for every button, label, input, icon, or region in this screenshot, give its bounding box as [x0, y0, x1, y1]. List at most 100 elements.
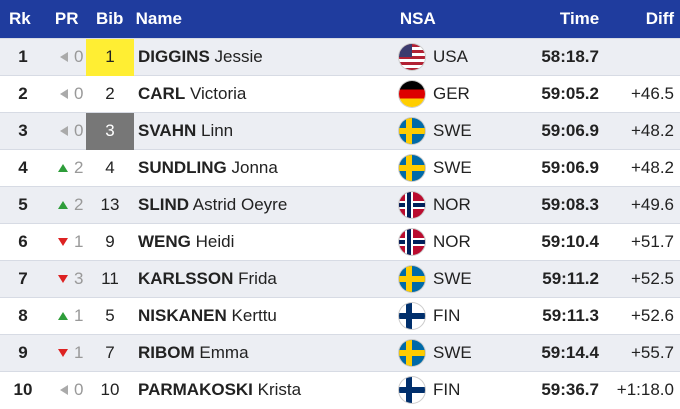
rank-cell: 10 — [13, 380, 33, 399]
finland-flag-icon — [399, 303, 425, 329]
athlete-surname: CARL — [138, 84, 186, 103]
header-diff[interactable]: Diff — [645, 9, 675, 28]
diff-cell: +52.5 — [630, 269, 674, 288]
table-row[interactable]: 3 0 3 SVAHN Linn SWE 59:06.9 +48.2 — [0, 112, 680, 150]
header-name[interactable]: Name — [135, 9, 182, 28]
athlete-name[interactable]: SUNDLING Jonna — [134, 158, 399, 178]
nsa-code: FIN — [433, 380, 461, 399]
athlete-surname: RIBOM — [138, 343, 195, 362]
position-change-cell: 0 — [46, 380, 86, 400]
arrow-left-icon — [60, 385, 68, 395]
time-cell: 59:11.2 — [542, 269, 599, 288]
rank-cell: 3 — [18, 121, 28, 140]
finland-flag-icon — [399, 377, 425, 403]
table-row[interactable]: 6 1 9 WENG Heidi NOR 59:10.4 +51.7 — [0, 223, 680, 260]
header-rank[interactable]: Rk — [9, 9, 31, 28]
arrow-down-icon — [58, 349, 68, 357]
time-cell: 58:18.7 — [541, 47, 599, 66]
header-bib[interactable]: Bib — [96, 9, 124, 28]
athlete-name[interactable]: NISKANEN Kerttu — [134, 306, 399, 326]
arrow-up-icon — [58, 312, 68, 320]
athlete-surname: NISKANEN — [138, 306, 227, 325]
bib-cell: 13 — [86, 187, 134, 223]
position-change-cell: 0 — [46, 84, 86, 104]
nsa-code: NOR — [433, 195, 471, 214]
bib-cell: 9 — [86, 224, 134, 260]
bib-number: 2 — [105, 84, 115, 103]
nsa-code: FIN — [433, 306, 461, 325]
table-row[interactable]: 10 0 10 PARMAKOSKI Krista FIN 59:36.7 +1:18.0 — [0, 371, 680, 408]
athlete-given-name: Victoria — [189, 84, 247, 103]
nsa-code: GER — [433, 84, 470, 103]
nsa-code: SWE — [433, 121, 472, 140]
header-time[interactable]: Time — [559, 9, 600, 28]
rank-cell: 5 — [18, 195, 28, 214]
position-change-cell: 0 — [46, 47, 86, 67]
athlete-given-name: Krista — [257, 380, 302, 399]
header-pr[interactable]: PR — [54, 9, 79, 28]
arrow-left-icon — [60, 52, 68, 62]
athlete-given-name: Frida — [238, 269, 277, 288]
position-change-cell: 2 — [46, 195, 86, 215]
table-header: Rk PR Bib Name NSA Time Diff — [0, 0, 680, 38]
diff-cell: +52.6 — [630, 306, 674, 325]
athlete-name[interactable]: RIBOM Emma — [134, 343, 399, 363]
athlete-name[interactable]: WENG Heidi — [134, 232, 399, 252]
athlete-name[interactable]: PARMAKOSKI Krista — [134, 380, 399, 400]
bib-cell: 1 — [86, 38, 134, 76]
athlete-given-name: Kerttu — [231, 306, 277, 325]
header-nsa[interactable]: NSA — [399, 9, 436, 28]
time-cell: 59:10.4 — [541, 232, 599, 251]
athlete-name[interactable]: KARLSSON Frida — [134, 269, 399, 289]
position-change-value: 0 — [74, 380, 84, 399]
nsa-code: USA — [433, 47, 468, 66]
arrow-up-icon — [58, 164, 68, 172]
time-cell: 59:06.9 — [541, 158, 599, 177]
nsa-cell: FIN — [399, 377, 517, 403]
bib-number: 1 — [86, 38, 134, 76]
athlete-surname: WENG — [138, 232, 191, 251]
bib-cell: 11 — [86, 261, 134, 297]
nsa-cell: NOR — [399, 229, 517, 255]
table-row[interactable]: 9 1 7 RIBOM Emma SWE 59:14.4 +55.7 — [0, 334, 680, 371]
position-change-cell: 0 — [46, 121, 86, 141]
athlete-name[interactable]: DIGGINS Jessie — [134, 47, 399, 67]
time-cell: 59:36.7 — [541, 380, 599, 399]
table-row[interactable]: 2 0 2 CARL Victoria GER 59:05.2 +46.5 — [0, 75, 680, 112]
arrow-down-icon — [58, 238, 68, 246]
position-change-cell: 1 — [46, 343, 86, 363]
position-change-cell: 3 — [46, 269, 86, 289]
time-cell: 59:11.3 — [542, 306, 599, 325]
athlete-name[interactable]: CARL Victoria — [134, 84, 399, 104]
athlete-given-name: Linn — [200, 121, 234, 140]
position-change-value: 3 — [74, 269, 84, 288]
bib-number: 10 — [100, 380, 120, 399]
athlete-name[interactable]: SVAHN Linn — [134, 121, 399, 141]
diff-cell: +55.7 — [630, 343, 674, 362]
diff-cell: +48.2 — [630, 158, 674, 177]
athlete-surname: KARLSSON — [138, 269, 234, 288]
athlete-name[interactable]: SLIND Astrid Oeyre — [134, 195, 399, 215]
position-change-value: 1 — [74, 232, 84, 251]
table-row[interactable]: 4 2 4 SUNDLING Jonna SWE 59:06.9 +48.2 — [0, 149, 680, 186]
nsa-code: SWE — [433, 343, 472, 362]
rank-cell: 6 — [18, 232, 28, 251]
nsa-cell: SWE — [399, 340, 517, 366]
position-change-cell: 1 — [46, 306, 86, 326]
arrow-down-icon — [58, 275, 68, 283]
time-cell: 59:08.3 — [541, 195, 599, 214]
diff-cell: +49.6 — [630, 195, 674, 214]
table-row[interactable]: 1 0 1 DIGGINS Jessie USA 58:18.7 — [0, 38, 680, 76]
rank-cell: 4 — [18, 158, 28, 177]
time-cell: 59:06.9 — [541, 121, 599, 140]
athlete-given-name: Heidi — [195, 232, 235, 251]
nsa-cell: NOR — [399, 192, 517, 218]
arrow-left-icon — [60, 89, 68, 99]
table-body: 1 0 1 DIGGINS Jessie USA 58:18.7 2 0 2 CARL Victo… — [0, 38, 680, 408]
table-row[interactable]: 7 3 11 KARLSSON Frida SWE 59:11.2 +52.5 — [0, 260, 680, 297]
bib-cell: 5 — [86, 298, 134, 334]
sweden-flag-icon — [399, 340, 425, 366]
table-row[interactable]: 8 1 5 NISKANEN Kerttu FIN 59:11.3 +52.6 — [0, 297, 680, 334]
table-row[interactable]: 5 2 13 SLIND Astrid Oeyre NOR 59:08.3 +49.6 — [0, 186, 680, 223]
